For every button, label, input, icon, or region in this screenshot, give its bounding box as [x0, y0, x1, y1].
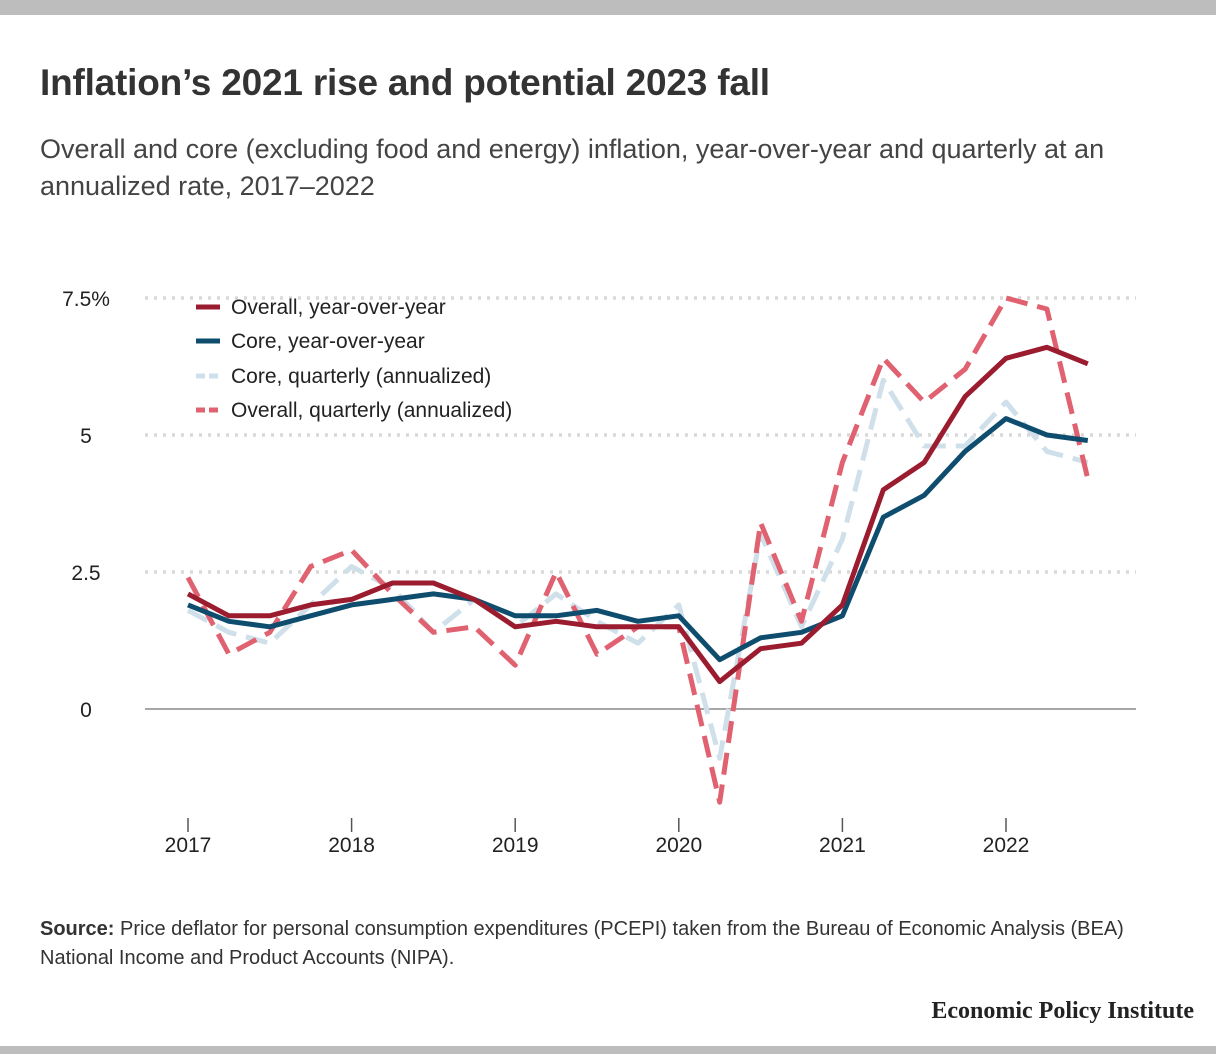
grid-layer — [145, 296, 1136, 710]
x-tick-label: 2020 — [655, 834, 702, 857]
source-text: Price deflator for personal consumption … — [40, 918, 1124, 969]
y-tick-label: 2.5 — [71, 562, 100, 585]
x-tick-label: 2017 — [165, 834, 212, 857]
chart-subtitle: Overall and core (excluding food and ene… — [40, 134, 1105, 201]
y-axis-ticks: 7.5% 5 2.5 0 — [62, 288, 110, 722]
series-line-core-year-over-year — [187, 416, 1089, 663]
legend-label: Core, quarterly (annualized) — [231, 365, 491, 388]
y-tick-label: 7.5% — [62, 288, 110, 311]
series-layer — [185, 295, 1091, 805]
brand-logo: Economic Policy Institute — [931, 998, 1194, 1024]
legend: Overall, year-over-year Core, year-over-y… — [196, 296, 512, 422]
legend-label: Overall, quarterly (annualized) — [231, 399, 512, 422]
y-tick-label: 0 — [80, 699, 92, 722]
bottom-border — [0, 1046, 1216, 1054]
chart-title: Inflation’s 2021 rise and potential 2023… — [40, 62, 770, 103]
source-note: Source: Price deflator for personal cons… — [40, 915, 1160, 973]
y-tick-label: 5 — [80, 425, 92, 448]
source-label: Source: — [40, 918, 115, 940]
legend-label: Overall, year-over-year — [231, 296, 446, 319]
line-chart: 7.5% 5 2.5 0 2017 2018 2019 2020 2021 2022 Overa… — [62, 288, 1136, 857]
series-line-overall-year-over-year — [186, 344, 1089, 685]
legend-label: Core, year-over-year — [231, 330, 425, 353]
top-border — [0, 0, 1216, 15]
x-tick-label: 2021 — [819, 834, 866, 857]
x-tick-label: 2019 — [492, 834, 539, 857]
series-line-core-quarterly-annualized — [186, 377, 1089, 761]
x-axis-ticks: 2017 2018 2019 2020 2021 2022 — [165, 818, 1030, 857]
x-tick-label: 2022 — [983, 834, 1030, 857]
x-tick-label: 2018 — [328, 834, 375, 857]
